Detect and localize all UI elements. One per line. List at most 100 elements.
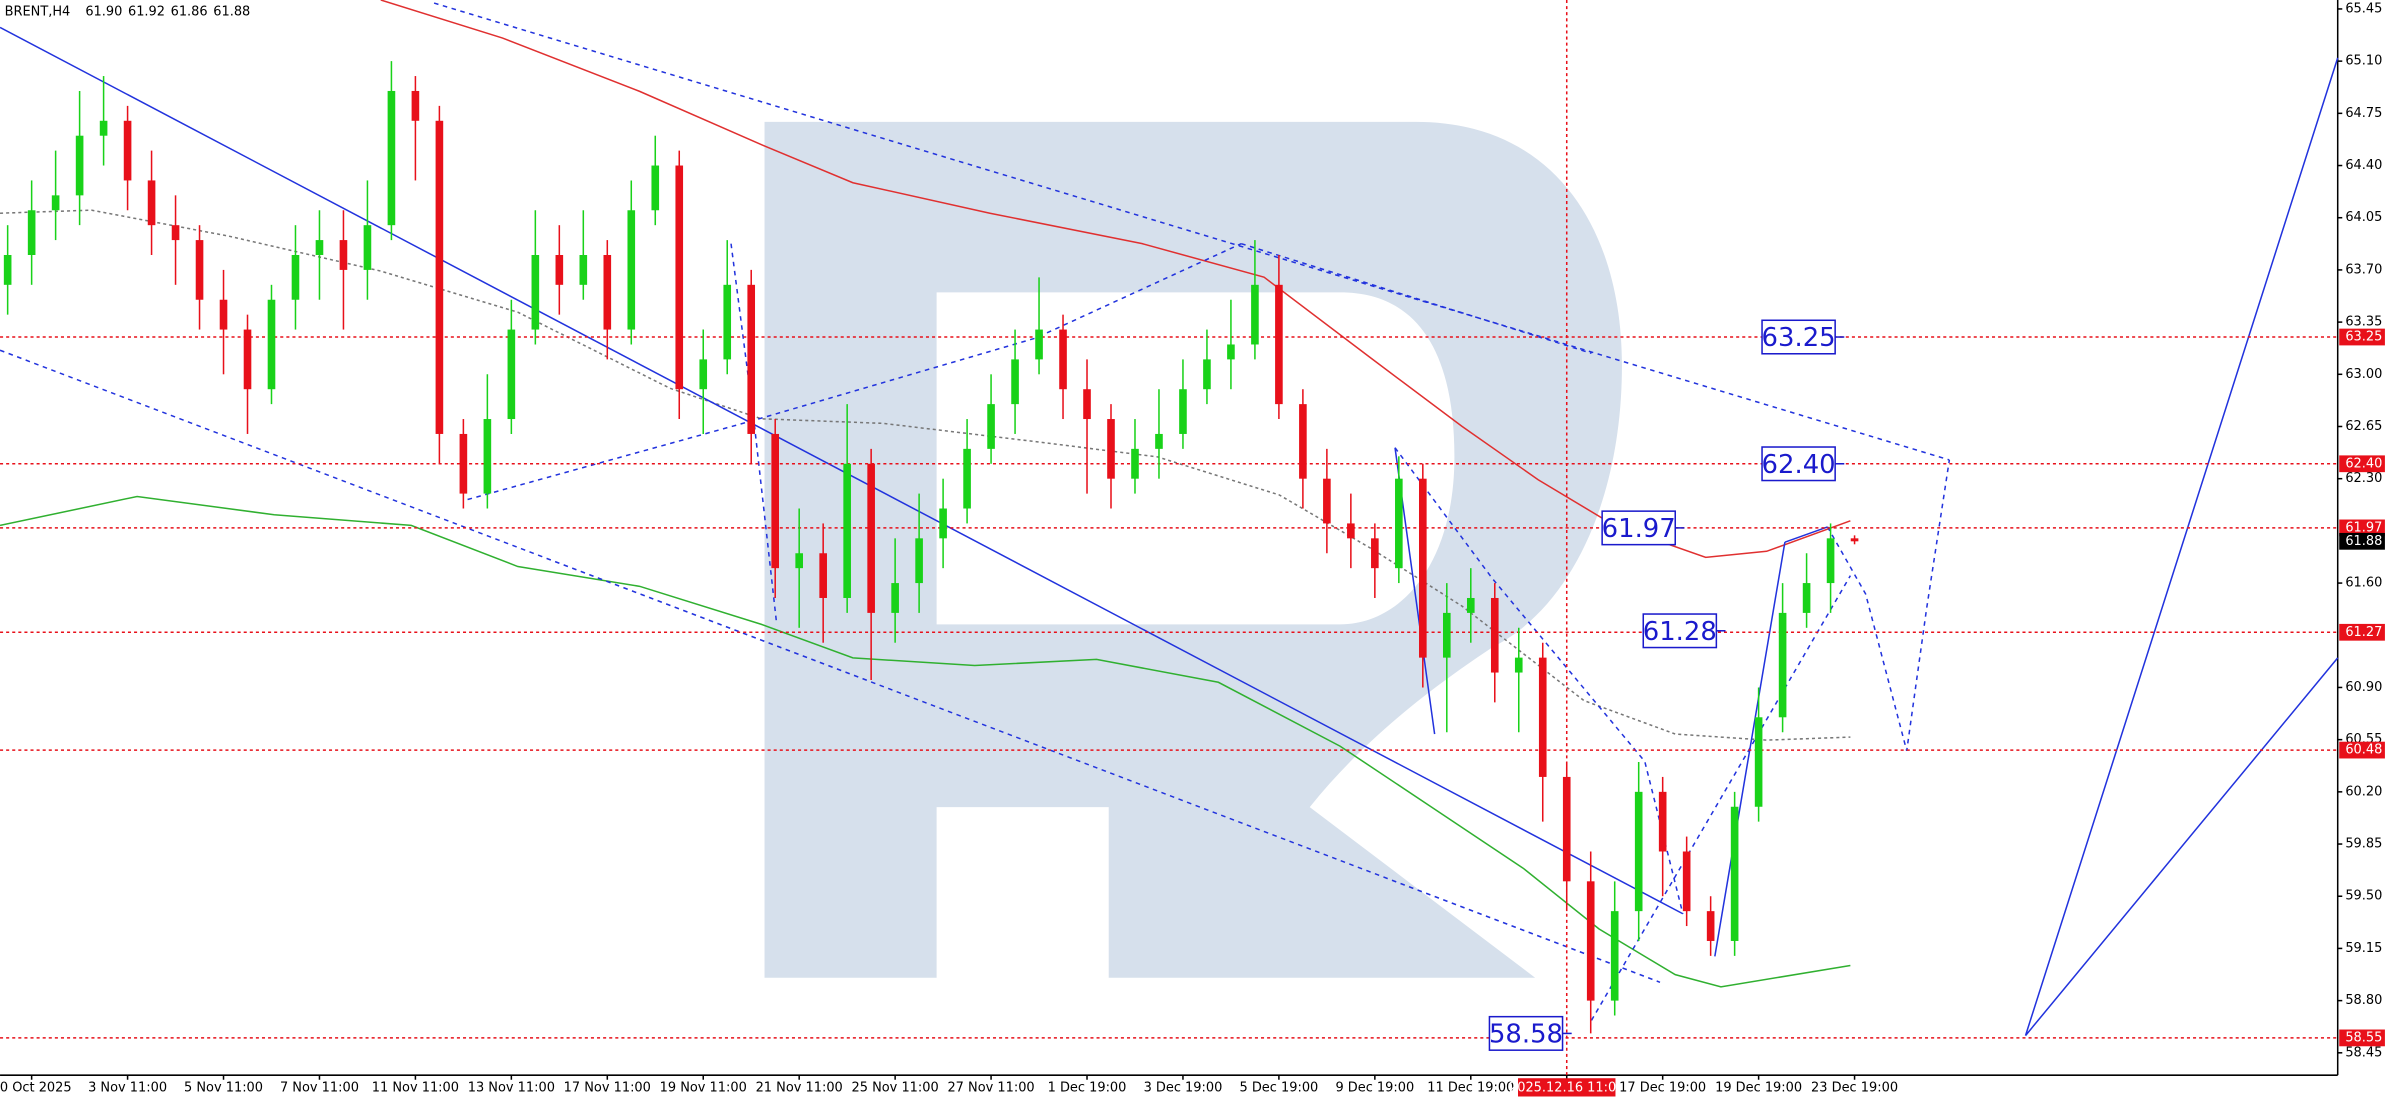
candle-body <box>1299 404 1307 479</box>
x-tick-label: 1 Dec 19:00 <box>1048 1081 1127 1096</box>
level-tag-label: 61.27 <box>2345 625 2382 640</box>
candle-body <box>1371 538 1379 569</box>
candle-body <box>459 433 468 494</box>
candle-body <box>939 508 947 539</box>
highlight-label-bg <box>1517 1078 1616 1097</box>
x-tick-label: 19 Nov 11:00 <box>660 1081 747 1096</box>
candle-body <box>963 448 971 509</box>
y-tick-label: 63.35 <box>2345 315 2382 330</box>
level-tag-label: 61.97 <box>2345 520 2382 535</box>
x-tick-label: 9 Dec 19:00 <box>1335 1081 1414 1096</box>
candle-body <box>1682 851 1691 912</box>
candle-body <box>1730 806 1739 941</box>
ohlc-value: 61.88 <box>213 5 250 20</box>
candle-body <box>1538 657 1547 777</box>
y-tick-label: 65.10 <box>2345 54 2382 69</box>
candle-body <box>1586 881 1595 1001</box>
y-tick-label: 64.05 <box>2345 210 2382 225</box>
candle-body <box>387 90 396 226</box>
watermark <box>764 121 1622 978</box>
level-tag-label: 58.55 <box>2345 1030 2382 1045</box>
x-tick-label: 5 Nov 11:00 <box>184 1081 263 1096</box>
x-tick-label: 11 Dec 19:00 <box>1427 1081 1514 1096</box>
candle-body <box>1610 911 1619 1001</box>
y-tick-label: 63.70 <box>2345 262 2382 277</box>
ma-red <box>380 0 1851 559</box>
candle-body <box>771 433 780 569</box>
x-tick-label: 30 Oct 2025 <box>0 1081 72 1096</box>
candle-body <box>411 90 420 121</box>
candle-body <box>603 255 612 330</box>
y-tick-label: 60.90 <box>2345 680 2382 695</box>
level-tag-label: 60.48 <box>2345 743 2382 758</box>
x-tick-label: 2025.12.16 11:00 <box>1509 1081 1624 1096</box>
candle-body <box>1466 597 1475 613</box>
candle-body <box>1419 478 1427 658</box>
ohlc-value: 61.86 <box>171 5 208 20</box>
ohlc-value: 61.90 <box>85 5 122 20</box>
candle-body <box>1754 717 1763 807</box>
candle-body <box>1275 284 1283 405</box>
level-tag <box>2339 741 2385 759</box>
candle-body <box>1634 791 1643 912</box>
ma-dotted <box>0 209 1851 741</box>
candle-body <box>1179 389 1187 434</box>
candle-body <box>1203 359 1211 390</box>
y-tick-label: 59.15 <box>2345 941 2382 956</box>
y-tick-label: 58.45 <box>2345 1045 2382 1060</box>
x-tick-label: 13 Nov 11:00 <box>468 1081 555 1096</box>
level-tag <box>2339 455 2385 473</box>
candle-body <box>1514 657 1523 673</box>
x-tick-label: 23 Dec 19:00 <box>1811 1081 1898 1096</box>
target-label: 63.25 <box>1762 323 1836 353</box>
candle-body <box>1490 597 1499 673</box>
candle-body <box>1059 329 1067 390</box>
candle-body <box>867 463 875 613</box>
level-tag <box>2339 623 2385 641</box>
y-tick-label: 58.80 <box>2345 993 2382 1008</box>
candle-body <box>1395 478 1403 569</box>
level-tag <box>2339 328 2385 346</box>
candle-body <box>363 225 372 270</box>
candle-body <box>915 538 923 584</box>
y-tick-label: 64.75 <box>2345 106 2382 121</box>
candle-body <box>315 240 324 256</box>
target-label: 58.58 <box>1489 1019 1563 1049</box>
candle-body <box>1011 359 1019 405</box>
x-tick-label: 3 Nov 11:00 <box>88 1081 167 1096</box>
y-tick-label: 65.45 <box>2345 1 2382 16</box>
x-tick-label: 27 Nov 11:00 <box>947 1081 1034 1096</box>
symbol: BRENT,H4 <box>5 5 71 20</box>
candle-body <box>747 284 756 434</box>
candle-body <box>843 463 851 598</box>
x-tick-label: 11 Nov 11:00 <box>372 1081 459 1096</box>
candle-body <box>579 255 588 285</box>
candle-body <box>1323 478 1331 524</box>
candle-body <box>1442 612 1451 658</box>
x-tick-label: 7 Nov 11:00 <box>280 1081 359 1096</box>
target-box <box>1761 319 1836 355</box>
candle-body <box>75 135 84 196</box>
candle-body <box>1107 419 1115 479</box>
candle-body <box>1562 776 1571 882</box>
candle-body <box>339 240 348 270</box>
candle-body <box>99 120 108 136</box>
candle-body <box>1251 284 1259 345</box>
candle-body <box>3 255 12 285</box>
candle-body <box>219 299 228 330</box>
candle-body <box>1131 448 1139 479</box>
candle-body <box>27 210 36 256</box>
y-tick-label: 63.00 <box>2345 367 2382 382</box>
candle-body <box>507 329 516 420</box>
target-box <box>1601 510 1677 546</box>
candle-body <box>1227 344 1235 360</box>
candle-body <box>435 120 444 434</box>
header-ohlc: 61.90 61.92 61.86 61.88 <box>85 5 250 20</box>
target-box <box>1761 446 1836 482</box>
candle-body <box>1347 523 1355 539</box>
y-tick-label: 61.60 <box>2345 576 2382 591</box>
candle-body <box>267 299 276 390</box>
y-tick-label: 59.50 <box>2345 889 2382 904</box>
